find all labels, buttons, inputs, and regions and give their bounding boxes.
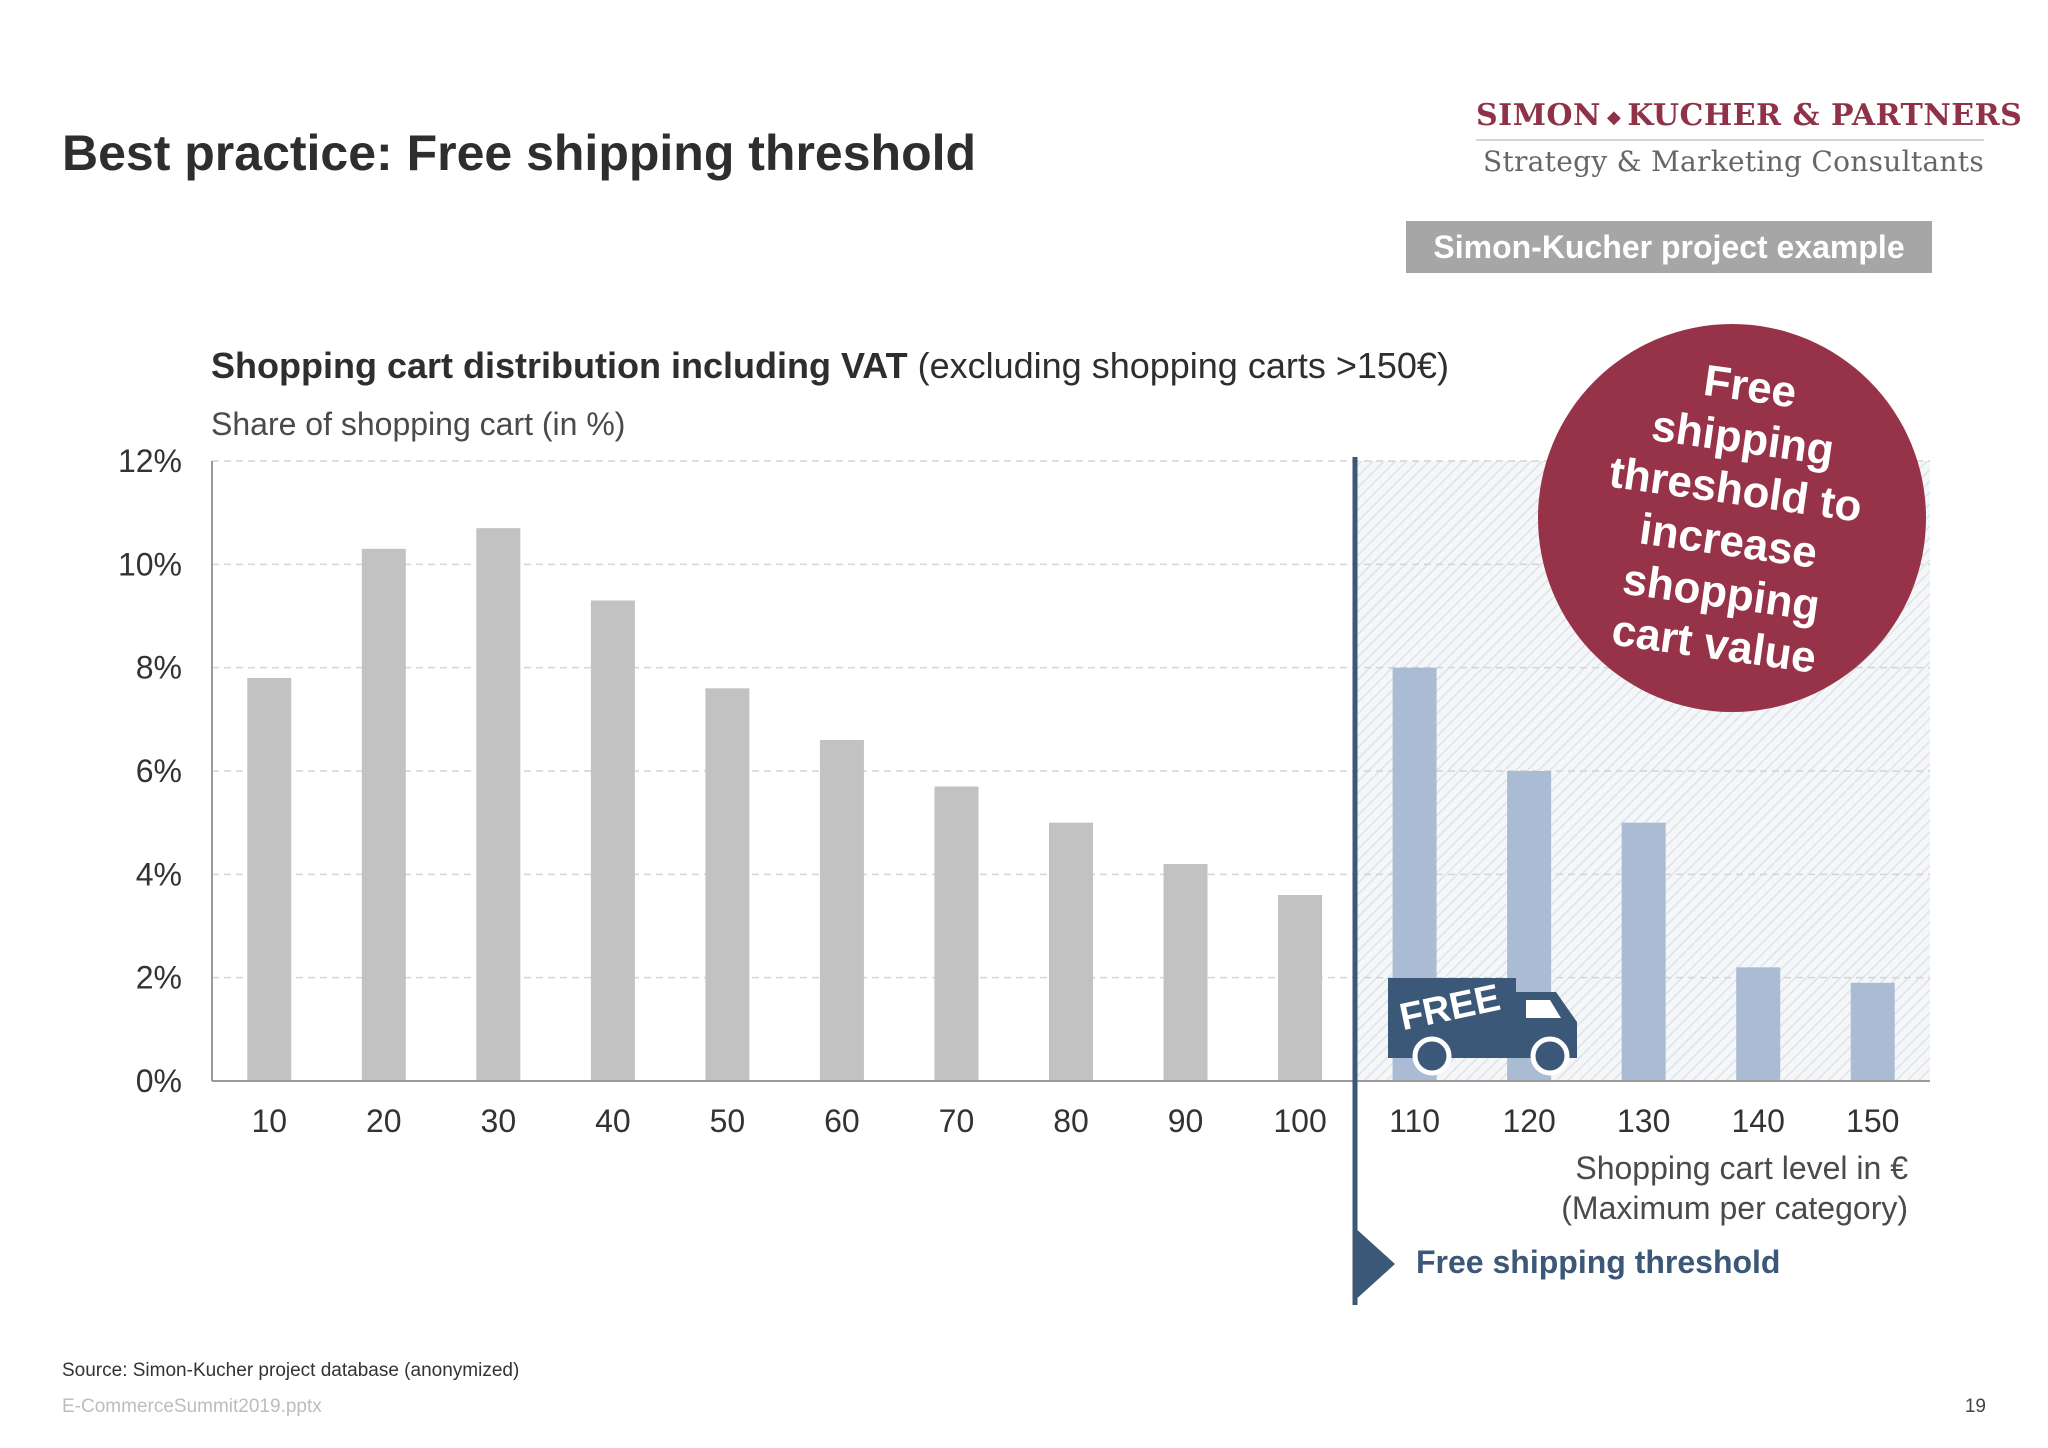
y-tick-label: 2% xyxy=(136,960,182,996)
truck-window xyxy=(1526,1000,1561,1018)
project-example-badge: Simon-Kucher project example xyxy=(1406,221,1932,273)
bar xyxy=(1736,967,1781,1081)
logo-tagline: Strategy & Marketing Consultants xyxy=(1482,145,1984,178)
y-tick-label: 8% xyxy=(136,650,182,686)
bar xyxy=(247,678,292,1081)
callout-circle-text: Free shipping threshold to increase shop… xyxy=(1513,297,1951,735)
bar xyxy=(1621,822,1666,1081)
x-tick-label: 30 xyxy=(481,1103,517,1139)
x-tick-label: 50 xyxy=(710,1103,746,1139)
file-name: E-CommerceSummit2019.pptx xyxy=(62,1396,322,1417)
y-tick-label: 6% xyxy=(136,753,182,789)
source-note: Source: Simon-Kucher project database (a… xyxy=(62,1360,520,1381)
logo-wordmark: SIMON ◆ KUCHER & PARTNERS xyxy=(1476,98,2022,141)
x-tick-label: 90 xyxy=(1168,1103,1204,1139)
page-number: 19 xyxy=(1964,1396,1986,1417)
bar xyxy=(1049,822,1093,1081)
x-axis-label: Shopping cart level in € (Maximum per ca… xyxy=(1561,1148,1908,1228)
logo-word-kucher: KUCHER & PARTNERS xyxy=(1627,98,2023,133)
bar xyxy=(819,740,864,1081)
x-tick-label: 120 xyxy=(1502,1103,1555,1139)
y-tick-label: 12% xyxy=(118,443,182,479)
truck-rear-wheel xyxy=(1412,1036,1452,1076)
bar xyxy=(1278,895,1323,1081)
chart-title-rest: (excluding shopping carts >150€) xyxy=(907,345,1449,386)
bar xyxy=(590,600,635,1081)
callout-circle xyxy=(1538,324,1926,712)
y-axis-label: Share of shopping cart (in %) xyxy=(211,406,626,442)
company-logo: SIMON ◆ KUCHER & PARTNERS Strategy & Marke… xyxy=(1476,98,2022,178)
truck-chassis xyxy=(1388,1038,1518,1058)
page-title: Best practice: Free shipping threshold xyxy=(62,125,977,181)
y-tick-label: 10% xyxy=(118,546,182,582)
y-tick-label: 0% xyxy=(136,1063,182,1099)
chart-title-bold: Shopping cart distribution including VAT xyxy=(211,345,908,386)
x-tick-label: 140 xyxy=(1732,1103,1785,1139)
bar xyxy=(705,688,750,1081)
x-tick-label: 70 xyxy=(939,1103,975,1139)
x-tick-label: 80 xyxy=(1053,1103,1089,1139)
x-tick-label: 100 xyxy=(1273,1103,1326,1139)
logo-word-simon: SIMON xyxy=(1476,98,1601,133)
bar xyxy=(934,786,979,1081)
x-tick-label: 40 xyxy=(595,1103,631,1139)
y-tick-label: 4% xyxy=(136,856,182,892)
bar xyxy=(1163,864,1208,1081)
x-axis-label-line1: Shopping cart level in € xyxy=(1575,1150,1908,1186)
bar xyxy=(361,548,406,1081)
bar xyxy=(1850,982,1895,1081)
threshold-label: Free shipping threshold xyxy=(1416,1244,1781,1280)
x-tick-label: 110 xyxy=(1389,1103,1440,1139)
bar xyxy=(476,528,521,1081)
x-tick-label: 150 xyxy=(1846,1103,1899,1139)
x-tick-label: 10 xyxy=(251,1103,287,1139)
x-tick-label: 60 xyxy=(824,1103,860,1139)
x-axis-label-line2: (Maximum per category) xyxy=(1561,1190,1908,1226)
truck-icon: FREE xyxy=(1388,977,1577,1076)
truck-cargo-box xyxy=(1388,978,1516,1038)
diamond-icon: ◆ xyxy=(1606,106,1622,128)
truck-front-wheel xyxy=(1530,1036,1570,1076)
x-tick-label: 20 xyxy=(366,1103,402,1139)
threshold-arrow-icon xyxy=(1353,1226,1395,1302)
chart-title: Shopping cart distribution including VAT… xyxy=(211,345,1449,387)
x-tick-label: 130 xyxy=(1617,1103,1670,1139)
